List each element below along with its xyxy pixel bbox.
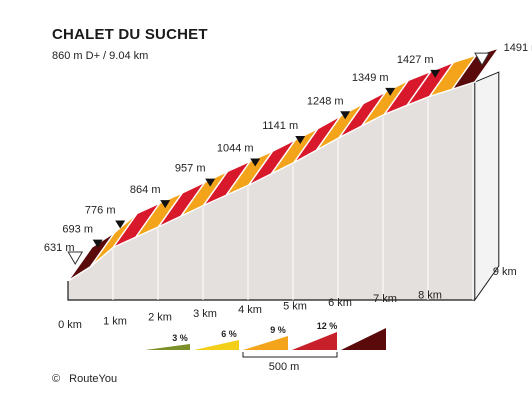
x-tick-label: 7 km: [373, 293, 397, 305]
elevation-label: 1248 m: [307, 95, 344, 107]
credit: © RouteYou: [52, 373, 117, 385]
profile-km-lines: [112, 84, 474, 300]
profile-front-edge: [67, 281, 475, 301]
profile-side-face: [68, 71, 500, 302]
chart-subtitle: 860 m D+ / 9.04 km: [52, 50, 149, 62]
x-tick-label: 4 km: [238, 304, 262, 316]
legend-swatch: [145, 344, 190, 350]
gradient-legend: 3 % 6 % 9 % 12 % 500 m: [145, 321, 386, 373]
elevation-marker-arrow: [160, 200, 171, 209]
x-tick-label: 1 km: [103, 315, 127, 327]
profile-top-bands: [67, 46, 501, 301]
elevation-marker-arrow: [430, 69, 441, 78]
elevation-label: 1044 m: [217, 142, 254, 154]
legend-swatch: [292, 332, 337, 350]
legend-label: 12 %: [317, 321, 338, 331]
elevation-label: 957 m: [175, 163, 206, 175]
elevation-marker-arrow: [250, 158, 261, 167]
legend-swatch: [194, 340, 239, 350]
elevation-label: 1141 m: [262, 120, 298, 132]
x-tick-label: 3 km: [193, 308, 217, 320]
elevation-marker-arrow: [385, 87, 396, 96]
elevation-marker-endpoint: [474, 52, 490, 67]
elevation-label: 864 m: [130, 184, 161, 196]
legend-swatch: [341, 328, 386, 350]
legend-label: 9 %: [270, 325, 286, 335]
gradient-band-segment: [450, 46, 501, 91]
elevation-marker-arrow: [115, 220, 126, 229]
legend-label: 3 %: [172, 333, 188, 343]
elevation-marker-arrow: [340, 111, 351, 120]
profile-side-area: [68, 82, 475, 300]
copyright-icon: ©: [52, 373, 61, 385]
elevation-markers: 631 m 693 m 776 m 864 m 957 m 1044 m 1141 m 124…: [44, 42, 532, 265]
x-tick-label: 5 km: [283, 301, 307, 313]
credit-text[interactable]: RouteYou: [69, 373, 118, 385]
elevation-marker-arrow: [295, 136, 306, 145]
legend-swatch: [243, 336, 288, 350]
distance-axis: 0 km 1 km 2 km 3 km 4 km 5 km 6 km 7 km 8 km 9 km: [58, 266, 517, 331]
elevation-marker-arrow: [205, 178, 216, 187]
x-tick-label: 2 km: [148, 312, 172, 324]
elevation-marker-endpoint: [67, 251, 84, 265]
elevation-label: 776 m: [85, 204, 116, 216]
x-tick-label: 9 km: [493, 266, 517, 278]
legend-scale-label: 500 m: [269, 361, 300, 373]
legend-scale-bar: [242, 352, 338, 358]
elevation-label: 1349 m: [352, 72, 389, 84]
legend-label: 6 %: [221, 329, 237, 339]
elevation-label: 1427 m: [397, 54, 434, 66]
profile-end-face: [474, 71, 500, 302]
elevation-label: 693 m: [62, 224, 93, 236]
x-tick-label: 0 km: [58, 319, 82, 331]
elevation-label: 1491 m: [504, 42, 532, 54]
x-tick-label: 6 km: [328, 297, 352, 309]
elevation-label: 631 m: [44, 242, 75, 254]
chart-title: CHALET DU SUCHET: [52, 26, 208, 43]
x-tick-label: 8 km: [418, 289, 442, 301]
elevation-marker-arrow: [92, 239, 103, 248]
